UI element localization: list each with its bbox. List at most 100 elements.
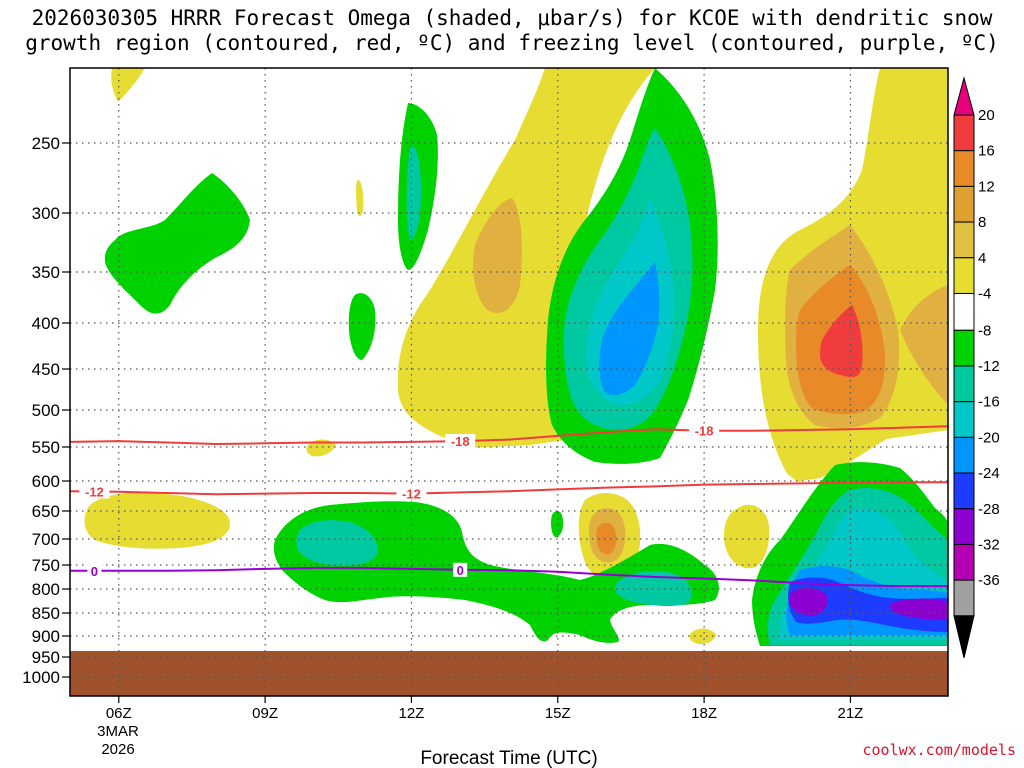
colorbar-bin [953, 292, 975, 331]
colorbar-label: -24 [978, 465, 1000, 482]
y-tick-label: 400 [32, 314, 60, 333]
omega-region-negative [406, 145, 422, 240]
colorbar-label: -36 [978, 572, 1000, 589]
colorbar-bin [953, 579, 975, 617]
contour-label: -18 [695, 424, 714, 439]
contour-line-0 [70, 566, 948, 588]
omega-region-positive [596, 522, 617, 555]
omega-region-negative [296, 520, 378, 566]
colorbar-label: -4 [978, 285, 991, 302]
colorbar-bin [953, 114, 975, 152]
colorbar-bin [953, 508, 975, 545]
colorbar-bin [953, 329, 975, 367]
colorbar-bin [953, 365, 975, 403]
contour-line--12 [69, 481, 948, 496]
contour-label: 0 [457, 563, 464, 578]
colorbar-bin [953, 257, 975, 294]
y-tick-label: 600 [32, 472, 60, 491]
colorbar-label: 12 [978, 178, 995, 195]
omega-region-negative [273, 501, 719, 643]
y-tick-label: 800 [32, 580, 60, 599]
contour-label-bg [445, 434, 476, 449]
y-tick-label: 700 [32, 530, 60, 549]
omega-region-positive [689, 628, 716, 645]
colorbar-label: -16 [978, 394, 1000, 411]
colorbar-bin [953, 150, 975, 187]
y-tick-label: 250 [32, 134, 60, 153]
contour-label-bg [453, 562, 468, 577]
x-tick-label: 06Z [106, 705, 132, 722]
y-tick-label: 900 [32, 627, 60, 646]
x-date-label-line1: 3MAR [97, 723, 139, 740]
omega-region-negative [599, 262, 660, 396]
contour-label-bg [87, 563, 102, 578]
x-tick-label: 09Z [252, 705, 278, 722]
omega-region-negative [551, 510, 564, 538]
y-tick-label: 850 [32, 604, 60, 623]
contour-label: -12 [85, 485, 104, 500]
title-line-1: 2026030305 HRRR Forecast Omega (shaded, … [31, 6, 993, 30]
colorbar-label: -32 [978, 536, 1000, 553]
colorbar-bin [953, 472, 975, 510]
omega-region-negative [348, 293, 376, 360]
y-tick-label: 450 [32, 360, 60, 379]
title-line-2: growth region (contoured, red, ºC) and f… [25, 31, 999, 55]
contour-label: -12 [402, 487, 421, 502]
omega-region-positive [900, 285, 948, 405]
omega-region-positive [306, 439, 336, 457]
omega-region-negative [890, 598, 948, 620]
y-tick-label: 350 [32, 263, 60, 282]
contour-label-bg [689, 423, 720, 438]
colorbar-label: -12 [978, 358, 1000, 375]
grid-lines [70, 68, 948, 696]
y-tick-label: 1000 [22, 668, 60, 687]
x-date-label-line2: 2026 [101, 741, 134, 758]
contour-line--18 [69, 425, 949, 446]
colorbar-bin [953, 185, 975, 223]
contour-label-bg [79, 484, 110, 499]
omega-region-negative [104, 173, 251, 314]
colorbar-bin [953, 436, 975, 474]
colorbar-bin [953, 543, 975, 581]
omega-region-positive [397, 68, 655, 448]
colorbar-bin [953, 221, 975, 259]
x-tick-label: 12Z [399, 705, 425, 722]
contour-label: 0 [91, 564, 98, 579]
colorbar-arrow-top [953, 76, 975, 116]
contour-label-bg [396, 486, 427, 501]
colorbar-label: 20 [978, 107, 995, 124]
colorbar-bin [953, 401, 975, 438]
omega-region-positive [724, 504, 770, 569]
colorbar-arrow-bottom [953, 615, 975, 658]
omega-region-positive [84, 492, 231, 549]
colorbar-label: 8 [978, 214, 986, 231]
colorbar: 20 16 12 8 4 -4 -8 -12 -16 -20 -24 -28 -32 -36 [953, 76, 1000, 658]
y-tick-label: 550 [32, 438, 60, 457]
colorbar-label: -28 [978, 501, 1000, 518]
colorbar-label: -8 [978, 322, 991, 339]
x-axis-label: Forecast Time (UTC) [420, 748, 597, 768]
colorbar-label: 16 [978, 143, 995, 160]
colorbar-label: -20 [978, 429, 1000, 446]
omega-region-positive [356, 180, 364, 216]
omega-shading [84, 68, 948, 646]
y-tick-label: 950 [32, 648, 60, 667]
y-tick-label: 750 [32, 556, 60, 575]
colorbar-label: 4 [978, 250, 986, 267]
chart-title: 2026030305 HRRR Forecast Omega (shaded, … [0, 6, 1024, 56]
temperature-contours: -18 -18 -12 -12 0 0 [69, 423, 949, 588]
plot-frame [69, 67, 949, 697]
x-tick-label: 18Z [691, 705, 717, 722]
omega-region-positive [473, 198, 522, 313]
x-tick-label: 21Z [838, 705, 864, 722]
y-tick-label: 650 [32, 502, 60, 521]
omega-region-positive [111, 68, 145, 102]
contour-label: -18 [451, 434, 470, 449]
x-axis-ticks: 06Z 09Z 12Z 15Z 18Z 21Z [106, 696, 864, 722]
y-tick-label: 300 [32, 204, 60, 223]
credit-text: coolwx.com/models [862, 741, 1016, 759]
omega-region-positive [820, 305, 863, 378]
y-axis-ticks: 250 300 350 400 450 500 550 600 650 700 750 800 850 9… [22, 134, 70, 687]
y-tick-label: 500 [32, 401, 60, 420]
